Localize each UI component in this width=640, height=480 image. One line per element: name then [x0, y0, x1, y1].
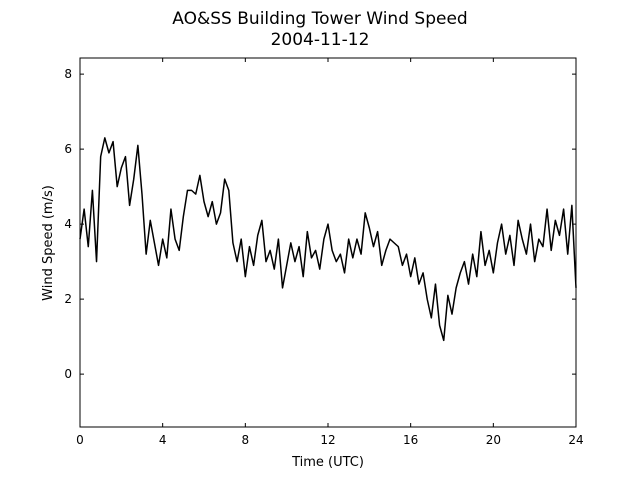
- y-tick-label: 0: [64, 367, 72, 381]
- x-axis-label: Time (UTC): [291, 455, 364, 470]
- y-tick-label: 8: [64, 67, 72, 81]
- chart-title: AO&SS Building Tower Wind Speed: [172, 9, 467, 29]
- x-tick-label: 8: [242, 433, 250, 447]
- chart-subtitle: 2004-11-12: [271, 30, 370, 50]
- y-tick-label: 6: [64, 142, 72, 156]
- y-tick-label: 4: [64, 217, 72, 231]
- y-tick-label: 2: [64, 292, 72, 306]
- x-tick-label: 0: [76, 433, 84, 447]
- x-tick-label: 20: [486, 433, 501, 447]
- y-axis-label: Wind Speed (m/s): [41, 185, 56, 301]
- x-tick-label: 24: [568, 433, 583, 447]
- x-tick-label: 4: [159, 433, 167, 447]
- plot-frame: [79, 57, 577, 428]
- x-tick-label: 12: [320, 433, 335, 447]
- data-line: [79, 137, 577, 342]
- x-tick-label: 16: [403, 433, 418, 447]
